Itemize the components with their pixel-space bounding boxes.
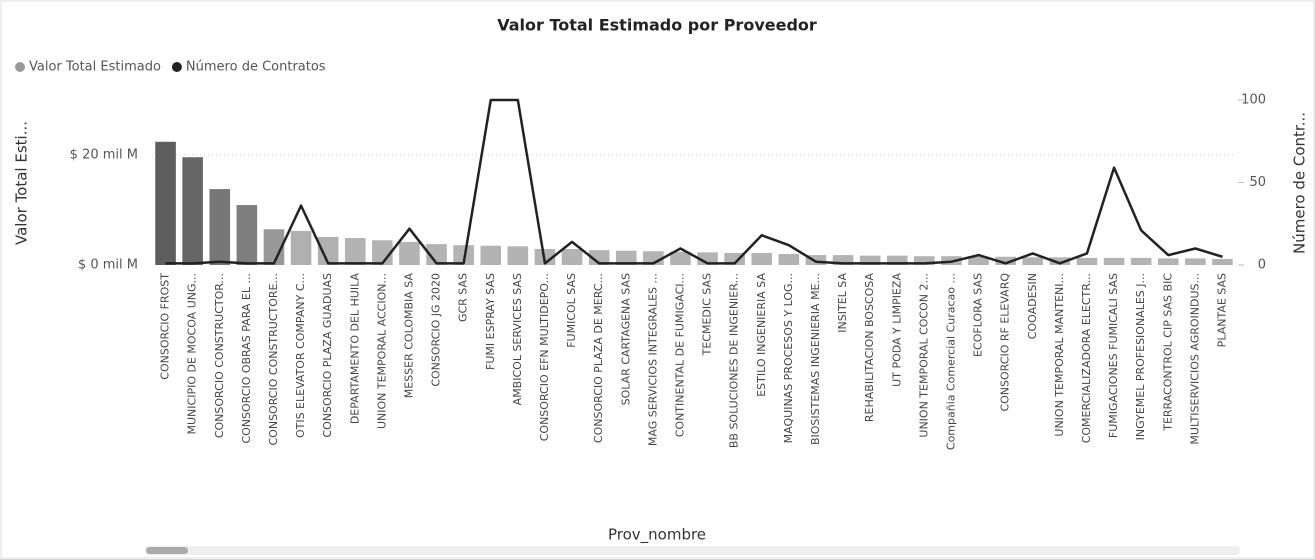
x-tick-label: GCR SAS bbox=[457, 273, 470, 322]
x-tick-label: ESTILO INGENIERIA SA bbox=[755, 273, 768, 397]
bar bbox=[1103, 257, 1125, 265]
bar bbox=[209, 189, 231, 265]
x-tick-label: FUMICOL SAS bbox=[565, 273, 578, 348]
x-tick-label: CONSORCIO RF ELEVARQ bbox=[999, 273, 1012, 412]
x-tick-label: CONSORCIO JG 2020 bbox=[430, 273, 443, 387]
legend-marker bbox=[171, 62, 182, 72]
x-tick-label: COOADESIN bbox=[1026, 273, 1039, 339]
y2-axis-title: Número de Contr... bbox=[1291, 112, 1309, 254]
bar bbox=[480, 245, 502, 265]
bar bbox=[236, 205, 258, 265]
x-tick-label: FUMIGACIONES FUMICALI SAS bbox=[1107, 273, 1120, 438]
x-tick-label: CONSORCIO FROST bbox=[159, 273, 172, 380]
legend-marker bbox=[15, 62, 25, 72]
bar bbox=[507, 246, 529, 265]
scrollbar-track[interactable] bbox=[145, 546, 1240, 555]
bar bbox=[914, 256, 935, 265]
bar bbox=[426, 244, 447, 265]
bar bbox=[1076, 257, 1098, 265]
y-tick-label: $ 0 mil M bbox=[78, 258, 138, 273]
x-axis-title: Prov_nombre bbox=[608, 526, 706, 545]
bar bbox=[1130, 257, 1152, 265]
x-tick-label: CONTINENTAL DE FUMIGACI... bbox=[673, 273, 686, 437]
x-tick-label: UNION TEMPORAL MANTENI... bbox=[1053, 273, 1066, 437]
x-tick-label: DEPARTAMENTO DEL HUILA bbox=[348, 273, 361, 425]
bar bbox=[1212, 258, 1233, 265]
bar bbox=[670, 251, 691, 265]
x-tick-label: MULTISERVICIOS AGROINDUS... bbox=[1188, 273, 1201, 445]
bar bbox=[751, 252, 773, 265]
bar bbox=[1049, 257, 1071, 265]
x-tick-label: UT PODA Y LIMPIEZA bbox=[890, 273, 903, 387]
bar bbox=[886, 255, 908, 265]
x-tick-label: ECOFLORA SAS bbox=[972, 273, 985, 357]
line bbox=[165, 98, 1223, 265]
x-tick-label: BB SOLUCIONES DE INGENIER... bbox=[728, 273, 741, 448]
bar bbox=[263, 229, 285, 265]
bar bbox=[615, 250, 637, 265]
bar bbox=[344, 238, 366, 265]
bar bbox=[317, 236, 339, 265]
x-tick-label: MAG SERVICIOS INTEGRALES ... bbox=[646, 273, 659, 446]
bar bbox=[1022, 257, 1044, 265]
x-tick-label: FUMI ESPRAY SAS bbox=[484, 273, 497, 370]
bar bbox=[1157, 258, 1179, 265]
x-tick-label: CONSORCIO EFN MULTIDEPO... bbox=[538, 273, 551, 441]
bar bbox=[1185, 258, 1206, 265]
legend-label: Valor Total Estimado bbox=[29, 60, 161, 75]
x-tick-label: INSITEL SA bbox=[836, 273, 849, 333]
bar bbox=[372, 240, 393, 265]
x-tick-label: TERRACONTROL CIP SAS BIC bbox=[1161, 273, 1174, 432]
x-tick-label: UNION TEMPORAL COCON 2... bbox=[917, 273, 930, 438]
bar bbox=[588, 250, 610, 265]
bar bbox=[561, 249, 583, 265]
x-tick-label: CONSORCIO CONSTRUCTORE... bbox=[267, 273, 280, 446]
bar bbox=[290, 230, 312, 265]
x-tick-label: CONSORCIO OBRAS PARA EL ... bbox=[240, 273, 253, 444]
bar bbox=[968, 256, 989, 265]
x-tick-label: Compañia Comercial Curacao ... bbox=[944, 273, 957, 450]
bar bbox=[832, 255, 854, 265]
bar bbox=[453, 245, 474, 265]
x-tick-label: PLANTAE SAS bbox=[1215, 273, 1228, 347]
x-tick-label: TECMEDIC SAS bbox=[701, 273, 714, 356]
x-tick-label: MESSER COLOMBIA SA bbox=[402, 273, 415, 399]
x-tick-label: OTIS ELEVATOR COMPANY C... bbox=[294, 273, 307, 438]
bar bbox=[182, 157, 203, 265]
scrollbar-thumb[interactable] bbox=[146, 547, 188, 554]
x-tick-label: COMERCIALIZADORA ELECTR... bbox=[1080, 273, 1093, 443]
x-tick-label: SOLAR CARTAGENA SAS bbox=[619, 273, 632, 405]
x-tick-label: UNION TEMPORAL ACCION... bbox=[375, 273, 388, 429]
x-tick-label: CONSORCIO PLAZA GUADUAS bbox=[321, 273, 334, 438]
y2-tick-label: 100 bbox=[1241, 93, 1266, 108]
bar bbox=[155, 141, 176, 265]
x-tick-label: REHABILITACION BOSCOSA bbox=[863, 273, 876, 423]
y2-tick-label: 0 bbox=[1258, 258, 1266, 273]
bar bbox=[995, 256, 1016, 265]
y-tick-label: $ 20 mil M bbox=[70, 148, 138, 163]
legend-label: Número de Contratos bbox=[186, 60, 326, 75]
bar bbox=[859, 255, 881, 265]
bar bbox=[399, 241, 420, 265]
x-tick-label: CONSORCIO CONSTRUCTOR... bbox=[213, 273, 226, 438]
y-axis-title: Valor Total Esti... bbox=[13, 121, 31, 245]
x-tick-label: AMBICOL SERVICES SAS bbox=[511, 273, 524, 405]
x-tick-label: MAQUINAS PROCESOS Y LOG... bbox=[782, 273, 795, 443]
y2-tick-label: 50 bbox=[1249, 175, 1266, 190]
chart-title: Valor Total Estimado por Proveedor bbox=[497, 16, 817, 35]
x-tick-label: MUNICIPIO DE MOCOA UNG... bbox=[186, 273, 199, 435]
bar bbox=[805, 255, 827, 265]
x-tick-label: INGYEMEL PROFESIONALES J... bbox=[1134, 273, 1147, 440]
x-tick-label: BIOSISTEMAS INGENIERIA ME... bbox=[809, 273, 822, 445]
x-tick-label: CONSORCIO PLAZA DE MERC... bbox=[592, 273, 605, 443]
bar bbox=[778, 254, 800, 265]
bar bbox=[724, 252, 745, 265]
